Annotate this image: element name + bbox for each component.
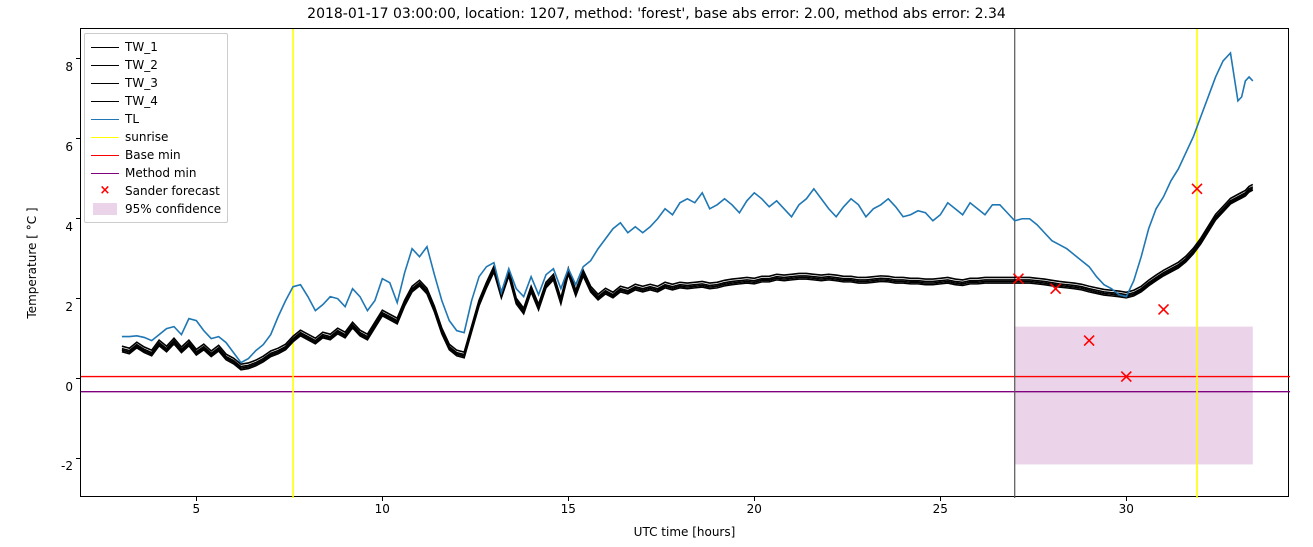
legend-label: 95% confidence <box>125 202 221 216</box>
y-tick-label: 8 <box>65 60 73 74</box>
confidence-band <box>1015 327 1253 465</box>
plot-area: 51015202530-202468 <box>80 28 1289 497</box>
legend-item: Method min <box>91 164 221 182</box>
legend-label: Sander forecast <box>125 184 220 198</box>
y-tick-label: 2 <box>65 300 73 314</box>
chart-title: 2018-01-17 03:00:00, location: 1207, met… <box>0 6 1313 22</box>
legend-swatch <box>91 40 119 54</box>
legend-swatch <box>91 166 119 180</box>
x-tick-label: 25 <box>933 502 948 516</box>
legend-label: TW_4 <box>125 94 158 108</box>
legend-label: sunrise <box>125 130 168 144</box>
legend-swatch <box>91 112 119 126</box>
y-tick-label: -2 <box>61 459 73 473</box>
legend: TW_1 TW_2 TW_3 TW_4 TL sunrise Base min Method … <box>84 33 228 223</box>
legend-label: Base min <box>125 148 181 162</box>
legend-label: TL <box>125 112 139 126</box>
x-tick-label: 10 <box>375 502 390 516</box>
legend-item: TW_4 <box>91 92 221 110</box>
y-tick-label: 0 <box>65 380 73 394</box>
legend-item: TW_3 <box>91 74 221 92</box>
legend-item: × Sander forecast <box>91 182 221 200</box>
legend-swatch <box>91 58 119 72</box>
legend-swatch <box>91 94 119 108</box>
legend-item: 95% confidence <box>91 200 221 218</box>
y-tick-label: 6 <box>65 140 73 154</box>
figure: 2018-01-17 03:00:00, location: 1207, met… <box>0 0 1313 547</box>
legend-item: Base min <box>91 146 221 164</box>
y-axis-label: Temperature [ °C ] <box>25 203 39 323</box>
legend-label: Method min <box>125 166 196 180</box>
legend-swatch <box>91 76 119 90</box>
legend-item: sunrise <box>91 128 221 146</box>
x-tick-label: 30 <box>1119 502 1134 516</box>
legend-swatch <box>91 148 119 162</box>
legend-swatch: × <box>91 184 119 198</box>
legend-swatch <box>91 130 119 144</box>
legend-item: TW_1 <box>91 38 221 56</box>
legend-item: TW_2 <box>91 56 221 74</box>
legend-label: TW_3 <box>125 76 158 90</box>
sander-marker <box>1159 304 1169 314</box>
legend-label: TW_1 <box>125 40 158 54</box>
x-tick-label: 20 <box>747 502 762 516</box>
plot-svg <box>81 29 1290 498</box>
tl-line <box>122 53 1253 363</box>
y-tick-label: 4 <box>65 220 73 234</box>
legend-item: TL <box>91 110 221 128</box>
legend-swatch <box>91 202 119 216</box>
x-tick-label: 15 <box>561 502 576 516</box>
x-tick-label: 5 <box>192 502 200 516</box>
legend-label: TW_2 <box>125 58 158 72</box>
x-axis-label: UTC time [hours] <box>80 525 1289 539</box>
